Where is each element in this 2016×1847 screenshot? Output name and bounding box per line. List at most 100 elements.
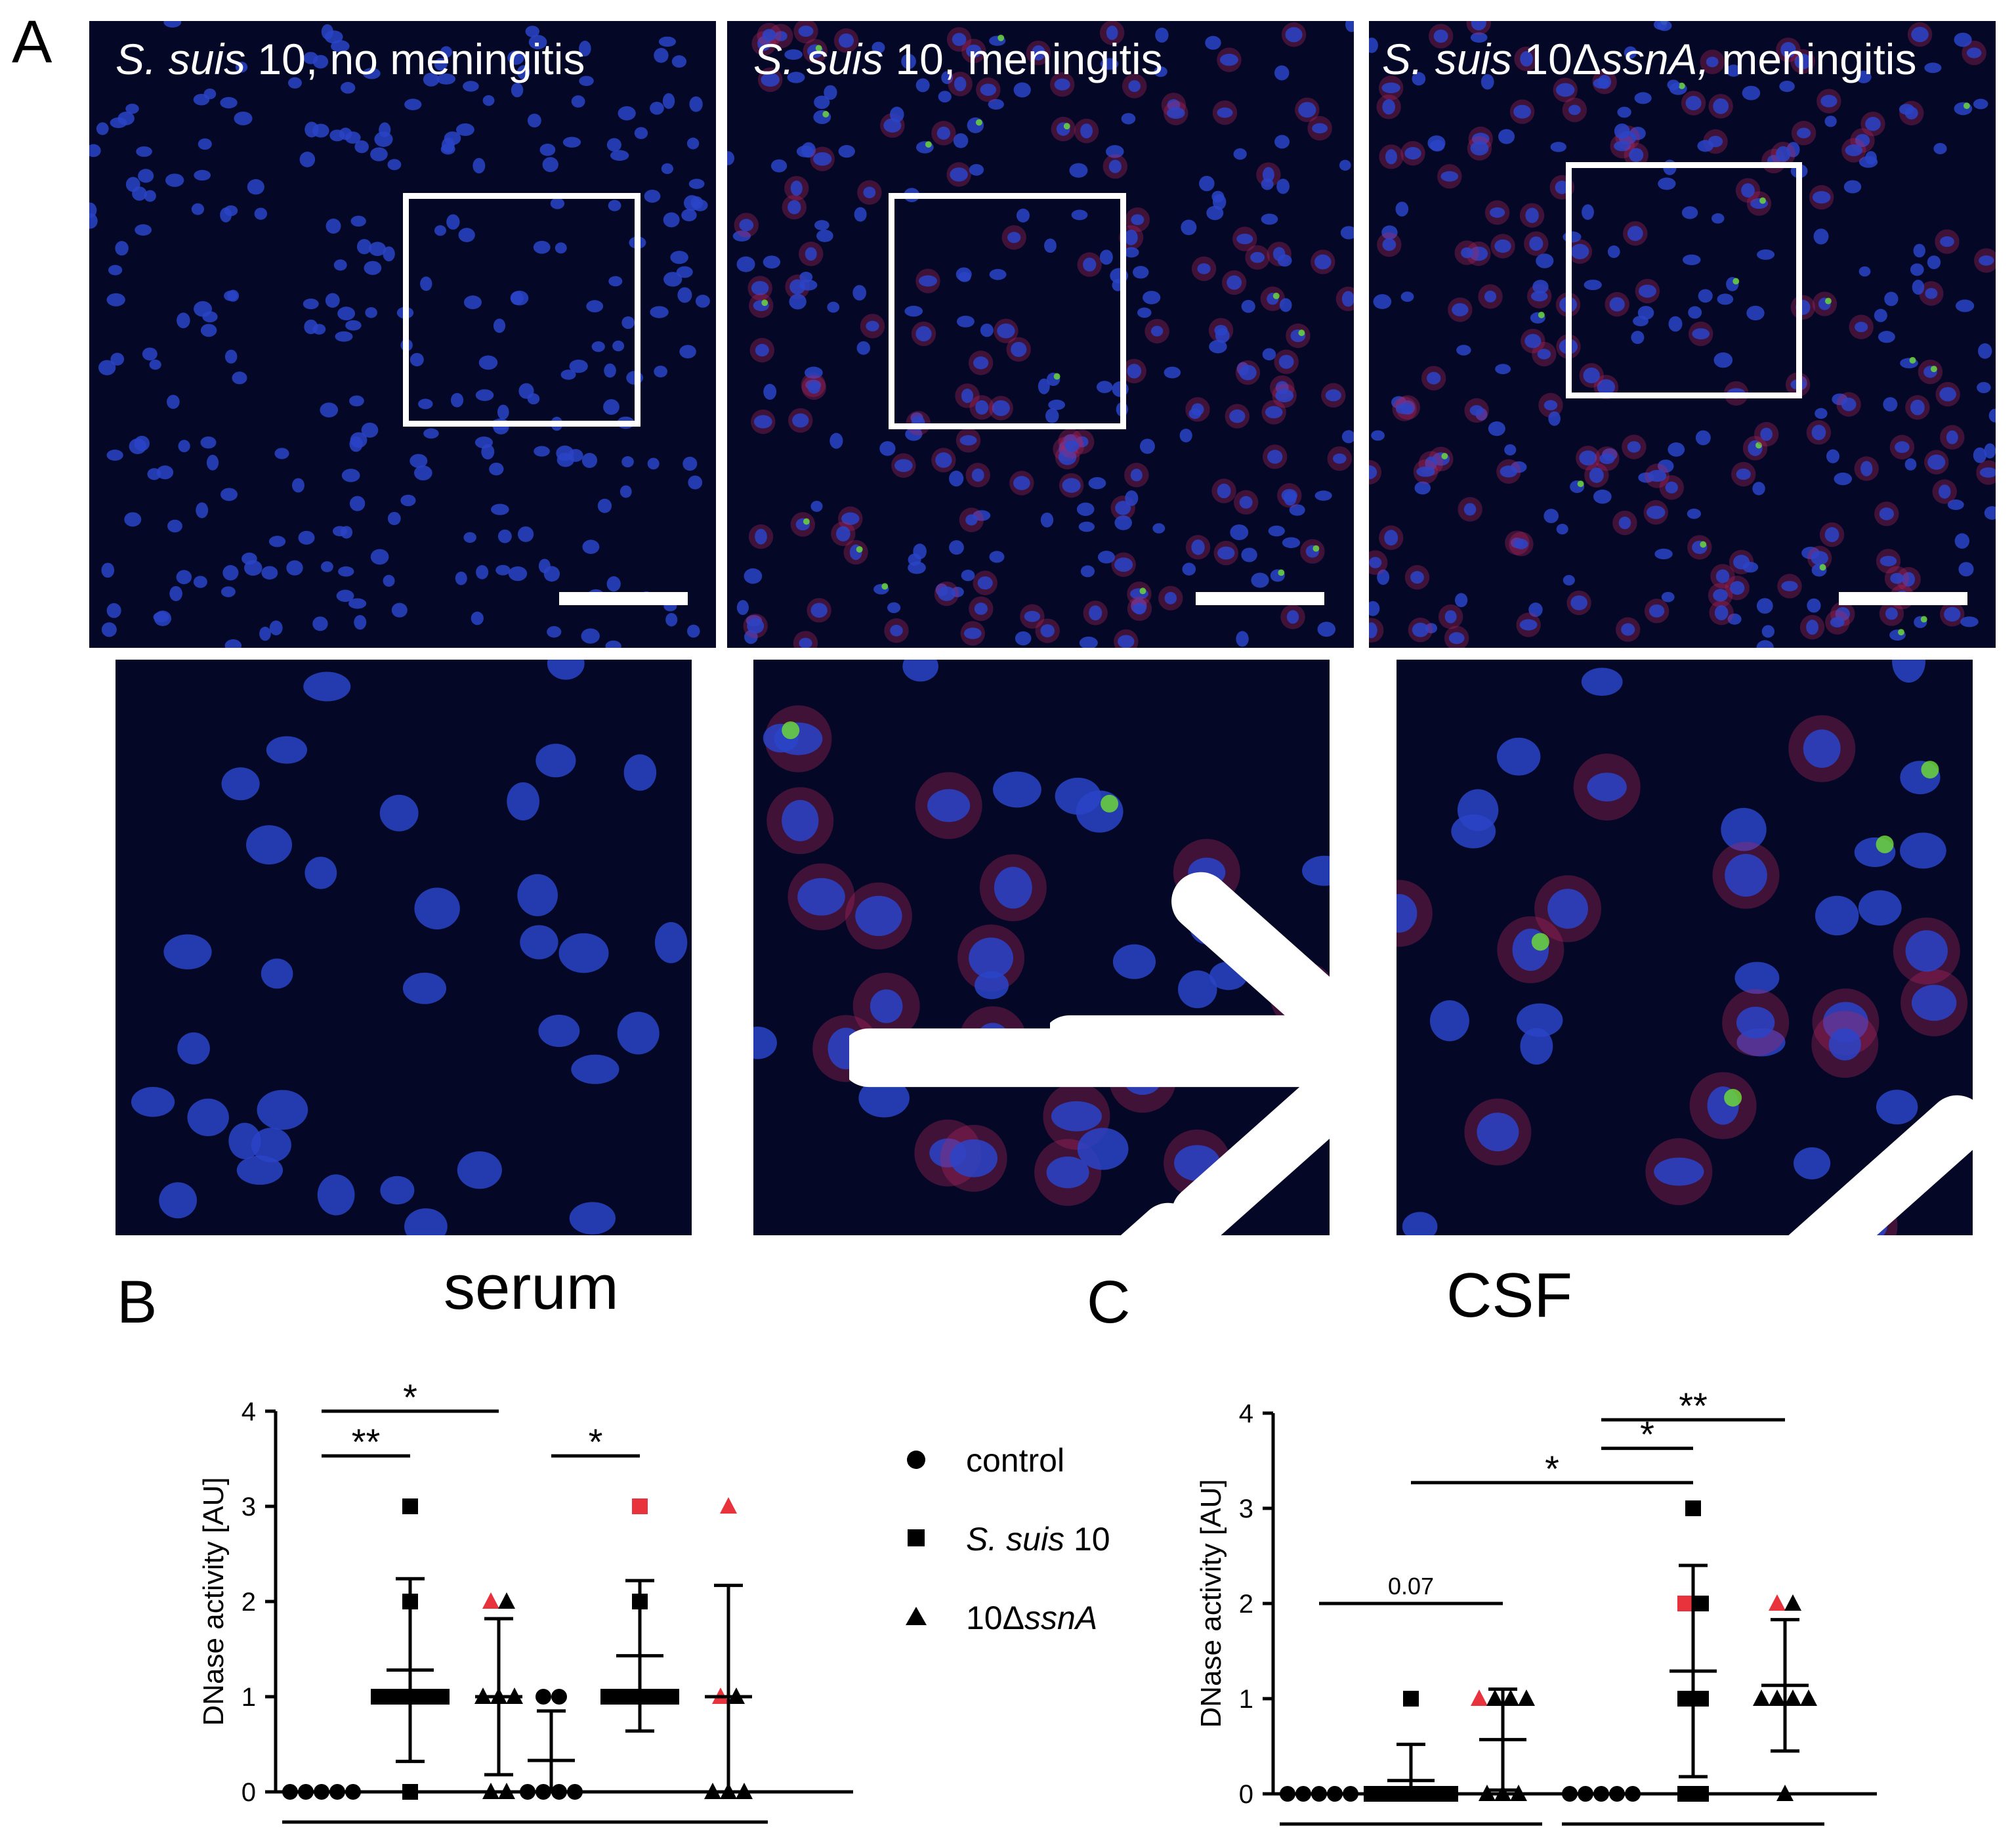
data-point — [1502, 1689, 1519, 1706]
data-point — [1753, 1689, 1770, 1706]
data-point — [434, 1689, 450, 1705]
data-point — [1593, 1786, 1609, 1802]
group-label: 48h — [388, 1835, 432, 1838]
data-point — [1693, 1786, 1709, 1802]
data-point — [1677, 1691, 1693, 1707]
y-tick-label: 2 — [1239, 1590, 1253, 1619]
panel-label-c: C — [1087, 1269, 1131, 1336]
chart-title-serum: serum — [444, 1252, 619, 1323]
data-point — [1442, 1786, 1458, 1802]
data-point — [1693, 1691, 1709, 1707]
significance-label: 0.07 — [1388, 1573, 1434, 1600]
chart-csf: 0 1 2 3 4 DNase activity [AU] p.i. 48h 72-96h 0.0… — [1195, 1385, 1877, 1838]
data-point — [418, 1689, 434, 1705]
data-point — [498, 1783, 515, 1799]
data-point — [1510, 1785, 1527, 1801]
micrograph-no-meningitis: S. suis 10, no meningitis — [89, 21, 716, 648]
data-point — [648, 1689, 663, 1705]
inset-box — [403, 193, 640, 427]
micrograph-title-meningitis: S. suis 10, meningitis — [753, 35, 1163, 83]
data-point — [600, 1689, 616, 1705]
inset-box — [889, 193, 1126, 429]
tissue-zoom-no-meningitis — [116, 660, 692, 1235]
zoom-no-meningitis — [116, 660, 692, 1235]
zoom-meningitis — [753, 660, 1330, 1235]
data-point — [482, 1783, 499, 1799]
triangle-marker-icon — [906, 1607, 927, 1625]
tissue-cells — [1396, 660, 1968, 1235]
micrograph-title-no-meningitis: S. suis 10, no meningitis — [116, 35, 585, 83]
tissue-cells — [753, 660, 1330, 1219]
legend-label-control: control — [966, 1442, 1065, 1479]
arrow-icon — [1788, 1095, 1973, 1235]
data-point — [1327, 1786, 1343, 1802]
data-point — [1379, 1786, 1395, 1802]
data-point — [1311, 1786, 1327, 1802]
micrograph-meningitis: S. suis 10, meningitis — [727, 21, 1354, 648]
data-point — [1578, 1786, 1593, 1802]
y-axis-label: DNase activity [AU] — [1195, 1479, 1227, 1728]
y-tick-label: 3 — [242, 1493, 256, 1521]
scale-bar — [559, 592, 688, 605]
data-point — [482, 1592, 499, 1609]
square-marker-icon — [908, 1529, 925, 1546]
data-point — [298, 1784, 314, 1800]
micrograph-ssna-meningitis: S. suis 10ΔssnA, meningitis — [1369, 21, 1996, 648]
data-point — [720, 1497, 737, 1514]
data-point — [1769, 1689, 1786, 1706]
arrow-icon — [1120, 1202, 1198, 1235]
panel-label-b: B — [117, 1269, 158, 1336]
data-point — [402, 1784, 418, 1800]
scale-bar — [1196, 592, 1324, 605]
data-point — [1494, 1785, 1511, 1801]
data-point — [1403, 1691, 1419, 1707]
chart-title-csf: CSF — [1446, 1260, 1572, 1330]
data-point — [1685, 1500, 1701, 1516]
y-tick-label: 4 — [242, 1397, 256, 1426]
x-prefix-label: p.i. — [1221, 1836, 1255, 1838]
y-tick-label: 0 — [1239, 1780, 1253, 1809]
data-point — [520, 1784, 536, 1800]
significance-label: * — [1545, 1448, 1559, 1489]
significance-label: * — [403, 1376, 417, 1418]
data-point — [736, 1783, 753, 1799]
data-point — [282, 1784, 298, 1800]
data-point — [498, 1592, 515, 1609]
data-point — [616, 1689, 632, 1705]
data-point — [1486, 1689, 1503, 1706]
arrow-icon — [1050, 1015, 1330, 1074]
data-point — [1518, 1689, 1535, 1706]
data-point — [329, 1784, 345, 1800]
data-point — [1609, 1786, 1625, 1802]
significance-label: ** — [352, 1421, 381, 1462]
data-point — [387, 1689, 402, 1705]
y-tick-label: 1 — [242, 1683, 256, 1712]
tissue-meningitis — [727, 21, 1354, 648]
panel-label-a: A — [12, 9, 52, 75]
tissue-cells — [1369, 21, 1996, 648]
inset-box — [1566, 162, 1802, 398]
x-prefix-label: p.i. — [223, 1835, 258, 1838]
data-point — [632, 1498, 648, 1514]
data-point — [1625, 1786, 1641, 1802]
legend: control S. suis 10 10ΔssnA — [906, 1441, 1208, 1638]
data-point — [1800, 1689, 1817, 1706]
tissue-zoom-ssna-meningitis — [1396, 660, 1973, 1235]
significance-label: * — [1640, 1414, 1654, 1455]
data-point — [1776, 1785, 1794, 1801]
group-label: 48h — [1389, 1836, 1433, 1838]
data-point — [1280, 1786, 1295, 1802]
data-point — [1784, 1594, 1801, 1611]
group-label: 72-96h — [599, 1835, 681, 1838]
data-point — [1677, 1596, 1693, 1611]
data-point — [704, 1783, 721, 1799]
y-tick-label: 4 — [1239, 1399, 1253, 1428]
data-point — [1562, 1786, 1578, 1802]
data-point — [1343, 1786, 1358, 1802]
tissue-cells — [727, 21, 1354, 648]
data-point — [551, 1689, 567, 1705]
legend-label-s-suis-10: S. suis 10 — [966, 1521, 1110, 1558]
circle-marker-icon — [907, 1451, 925, 1469]
data-point — [1479, 1785, 1496, 1801]
